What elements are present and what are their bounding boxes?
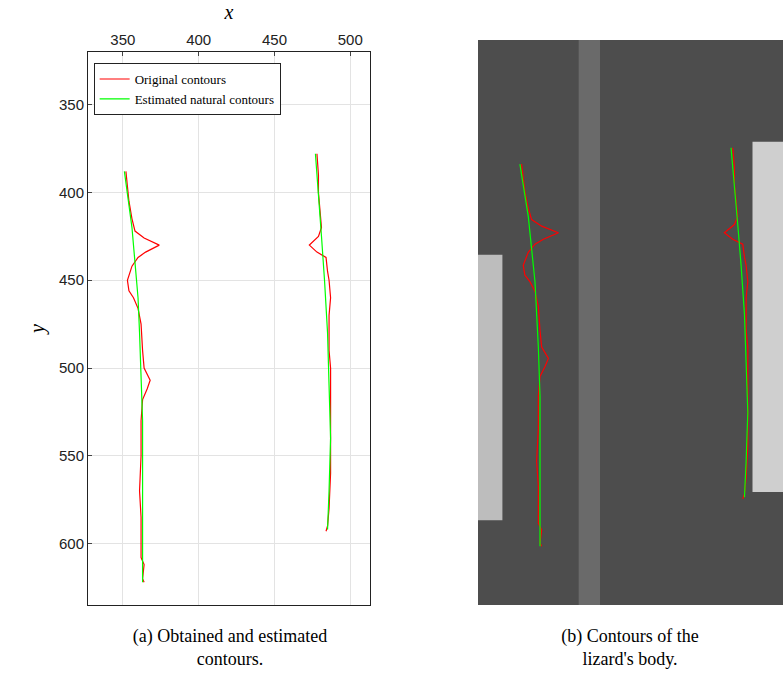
svg-text:450: 450 xyxy=(59,271,84,288)
svg-text:x: x xyxy=(224,1,234,23)
svg-text:400: 400 xyxy=(59,184,84,201)
html-text:(b) Contours of the lizard's b: (b) Contours of the lizard's body. xyxy=(561,626,699,669)
svg-text:600: 600 xyxy=(59,535,84,552)
svg-text:Original contours: Original contours xyxy=(135,72,226,87)
svg-text:550: 550 xyxy=(59,447,84,464)
svg-text:450: 450 xyxy=(262,31,287,48)
svg-text:Estimated natural contours: Estimated natural contours xyxy=(135,92,274,107)
svg-text:500: 500 xyxy=(338,31,363,48)
svg-text:400: 400 xyxy=(186,31,211,48)
svg-text:y: y xyxy=(26,324,49,335)
svg-text:350: 350 xyxy=(110,31,135,48)
html-text:(a) Obtained and estimated con: (a) Obtained and estimated contours. xyxy=(132,626,328,669)
svg-text:350: 350 xyxy=(59,96,84,113)
svg-text:500: 500 xyxy=(59,359,84,376)
